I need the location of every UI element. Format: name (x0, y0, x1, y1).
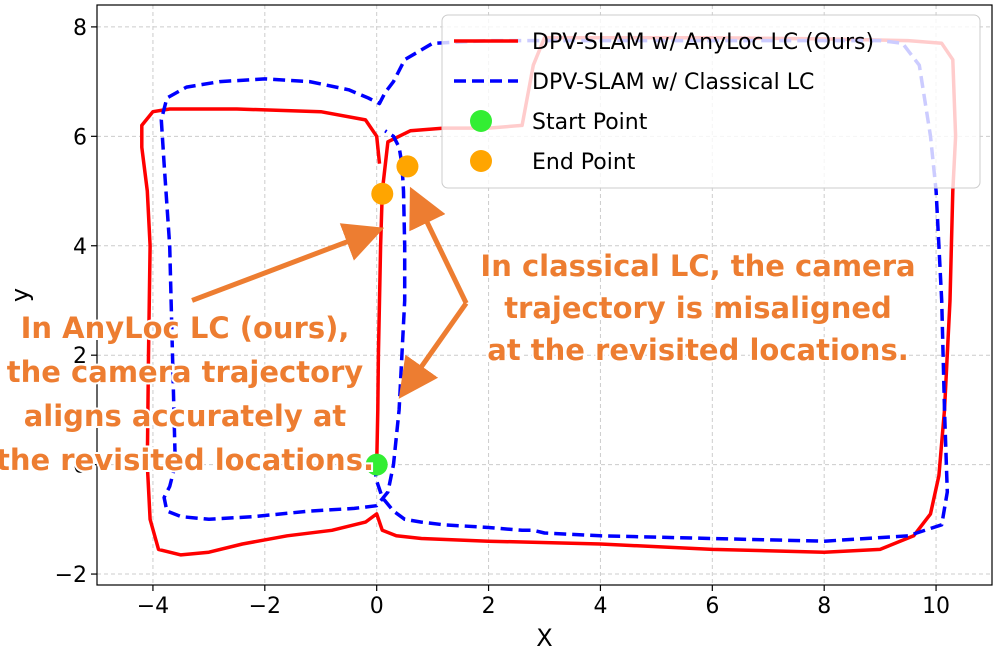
annotations: In AnyLoc LC (ours), the camera trajector… (0, 247, 918, 479)
y-tick-label: −2 (55, 563, 87, 588)
legend: DPV-SLAM w/ AnyLoc LC (Ours) DPV-SLAM w/ … (441, 14, 981, 189)
end-point-marker (371, 182, 394, 205)
x-tick-label: −2 (249, 594, 281, 619)
y-tick-label: 4 (73, 235, 87, 260)
x-tick-label: 0 (370, 594, 384, 619)
ticks: −4 −2 0 2 4 6 8 10 −2 0 2 4 6 8 (55, 16, 951, 619)
y-tick-label: 6 (73, 125, 87, 150)
annotation-arrow (409, 186, 469, 305)
series-line-1 (159, 38, 950, 543)
y-axis-label: y (6, 288, 34, 302)
annotation-arrow (191, 223, 385, 303)
legend-dot-swatch (470, 150, 492, 172)
legend-label: End Point (532, 150, 636, 175)
end-point-marker (396, 155, 419, 178)
legend-label: Start Point (532, 110, 648, 135)
x-axis-label: X (536, 624, 552, 652)
legend-label: DPV-SLAM w/ Classical LC (532, 70, 814, 95)
annotation-text-line: at the revisited locations. (487, 333, 908, 367)
annotation-text-line: the revisited locations. (0, 443, 374, 477)
x-tick-label: 4 (593, 594, 607, 619)
start-point-marker (365, 453, 388, 476)
points-layer (365, 155, 419, 476)
legend-dot-swatch (470, 110, 492, 132)
y-tick-label: 2 (73, 344, 87, 369)
x-tick-label: 10 (922, 594, 950, 619)
annotation-text-line: aligns accurately at (24, 399, 347, 433)
annotation-text-line: the camera trajectory (7, 355, 364, 389)
annotation-text-line: In classical LC, the camera (480, 249, 915, 283)
annotation-text-line: trajectory is misaligned (504, 291, 892, 325)
x-tick-label: −4 (137, 594, 169, 619)
x-tick-label: 6 (705, 594, 719, 619)
annotation-text-line: In AnyLoc LC (ours), (21, 311, 350, 345)
plot-frame (96, 4, 993, 586)
y-tick-label: 0 (73, 454, 87, 479)
x-tick-label: 2 (482, 594, 496, 619)
y-tick-label: 8 (73, 16, 87, 41)
x-tick-label: 8 (817, 594, 831, 619)
legend-box (441, 14, 981, 189)
annotation-arrow (398, 301, 469, 399)
legend-label: DPV-SLAM w/ AnyLoc LC (Ours) (532, 30, 874, 55)
annotation-arrows (191, 186, 469, 399)
